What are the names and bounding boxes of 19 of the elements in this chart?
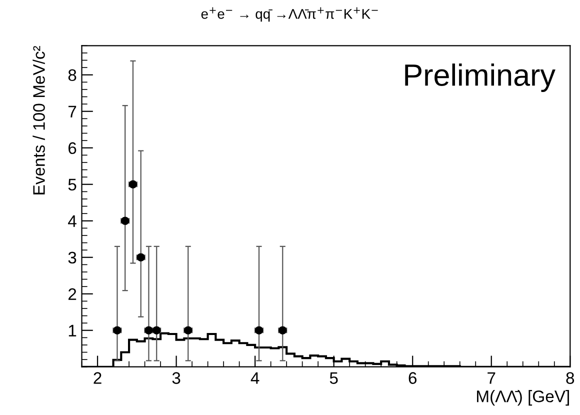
x-tick-label: 4 [250, 372, 260, 384]
annotation: Preliminary [405, 64, 556, 92]
x-tick-label: 7 [488, 372, 496, 384]
x-tick-label: 8 [566, 372, 574, 384]
x-axis-title: M(ΛΛ̄) [GeV] [477, 390, 569, 406]
y-axis-title: Events / 100 MeV/c² [32, 46, 45, 194]
y-tick-label: 7 [68, 106, 76, 118]
x-tick-label: 3 [172, 372, 180, 384]
y-tick-label: 3 [68, 252, 76, 264]
y-tick-label: 2 [68, 288, 76, 300]
chart-title: e$^{+}$e$^{−}$ → qq̄ →ΛΛ̄π$^{+}$π$^{−}$K$^{+}$K$^{−}$ [201, 7, 378, 22]
y-tick-label: 6 [68, 142, 76, 154]
x-tick-label: 2 [94, 372, 102, 384]
y-tick-label: 8 [68, 69, 76, 82]
x-tick-label: 5 [330, 372, 338, 384]
y-tick-label: 5 [68, 178, 76, 191]
y-tick-label: 1 [68, 324, 76, 336]
x-tick-label: 6 [408, 372, 417, 384]
y-tick-label: 4 [68, 215, 76, 227]
